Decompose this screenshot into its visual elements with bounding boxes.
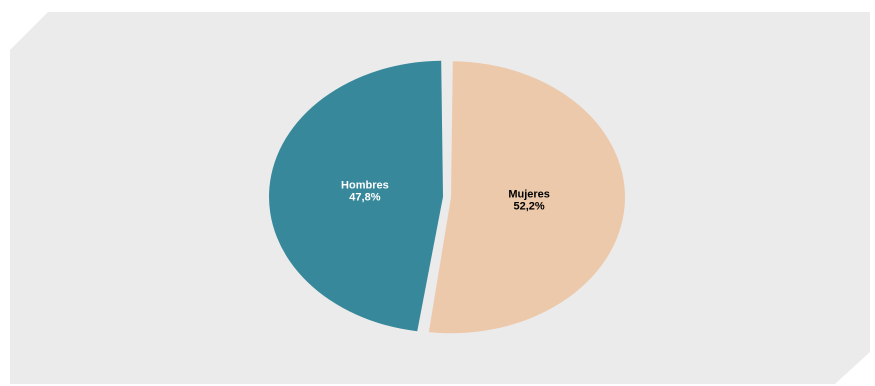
pie-labels: Mujeres 52,2% Hombres 47,8% [341,179,550,212]
slice-label-mujeres: Mujeres 52,2% [508,189,550,213]
pie-slice-hombres [269,60,444,332]
pie-slice-mujeres [428,61,625,334]
slice-value-label: 47,8% [349,191,380,203]
slice-label-hombres: Hombres 47,8% [341,179,389,203]
pie-slices [269,60,625,334]
slice-value-label: 52,2% [514,201,545,213]
slice-category-label: Mujeres [508,189,550,201]
slice-category-label: Hombres [341,179,389,191]
